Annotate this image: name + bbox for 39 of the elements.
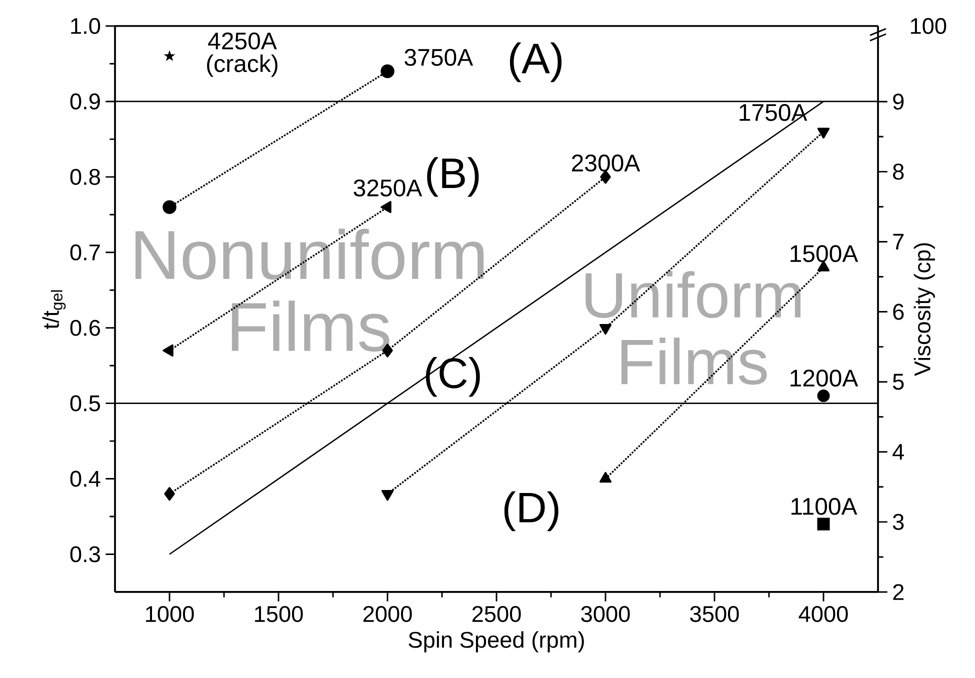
annotation: (D) [504,491,558,532]
y2-tick-label: 8 [893,164,904,180]
series-label: 1500A [790,245,858,262]
y-tick-label: 0.9 [70,93,100,110]
annotation: (B) [427,157,479,197]
y2-tick-label: 9 [893,94,904,110]
y-tick-label: 0.7 [70,244,100,260]
x-tick-label: 4000 [798,606,848,622]
y-axis-title: t/t$_{gel}$ [42,290,66,330]
series-label: 3250A [354,179,422,196]
y2-axis-title: Viscosity (cp) [914,243,935,376]
series-label: 1750A [740,104,808,121]
text: 100 [910,18,946,34]
annotation: (A) [510,42,562,82]
y2-tick-label: 4 [892,444,904,460]
y-tick-label: 0.5 [70,395,100,412]
x-tick-label: 1000 [146,606,194,622]
x-tick-label: 2500 [472,606,521,622]
x-tick-label: 3500 [690,606,739,622]
y2-tick-label: 7 [893,234,904,250]
x-tick-label: 2000 [363,606,412,622]
series-label: 2300A [572,154,640,172]
x-axis-title: Spin Speed (rpm) [408,631,584,652]
annotation: (C) [426,357,480,397]
y-tick-label: 1.0 [71,18,100,34]
y2-tick-label: 5 [892,374,904,390]
y-tick-label: 0.3 [70,546,100,562]
y2-tick-label: 3 [892,514,904,530]
series-label: 1200A [790,370,858,387]
y2-tick-label: 6 [893,304,904,320]
y-tick-label: 0.8 [70,168,100,185]
series-label: 4250A (crack) [207,32,278,77]
y2-tick-label: 2 [893,584,904,600]
series-label: 1100A [792,498,858,515]
x-tick-label: 3000 [581,606,630,622]
x-tick-label: 1500 [255,606,303,622]
series-label: 3750A [404,48,474,66]
y-tick-label: 0.6 [70,320,100,336]
y-tick-label: 0.4 [70,470,100,487]
